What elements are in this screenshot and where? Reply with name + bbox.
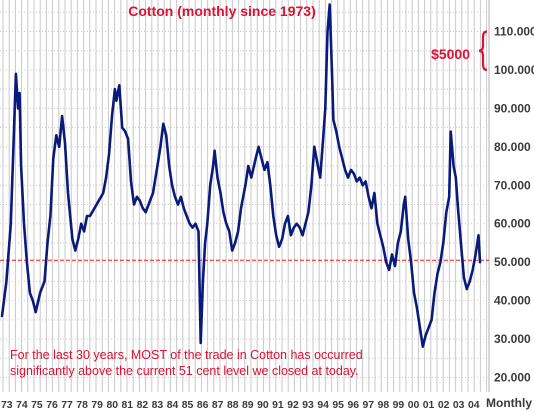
x-tick-label: 84 xyxy=(167,400,179,411)
y-tick-label: 40.000 xyxy=(494,294,531,308)
x-tick-label: 86 xyxy=(197,400,209,411)
x-tick-label: 78 xyxy=(76,400,88,411)
x-tick-label: 82 xyxy=(137,400,149,411)
y-tick-label: 60.000 xyxy=(494,217,531,231)
y-axis-ticks: 20.000 30.000 40.000 50.000 60.000 70.000 80.0… xyxy=(494,25,534,385)
y-tick-label: 20.000 xyxy=(494,371,531,385)
x-tick-label: 92 xyxy=(287,400,299,411)
x-tick-label: 73 xyxy=(1,400,13,411)
x-tick-label: 83 xyxy=(152,400,164,411)
y-tick-label: 50.000 xyxy=(494,255,531,269)
chart-title: Cotton (monthly since 1973) xyxy=(128,3,315,19)
x-tick-label: 01 xyxy=(423,400,435,411)
x-tick-label: 76 xyxy=(46,400,58,411)
y-tick-label: 110.000 xyxy=(494,25,534,39)
x-tick-label: 99 xyxy=(393,400,405,411)
annotation-line-2: significantly above the current 51 cent … xyxy=(10,364,359,378)
x-tick-label: 90 xyxy=(257,400,269,411)
x-tick-label: 93 xyxy=(302,400,314,411)
y-tick-label: 100.000 xyxy=(494,63,534,77)
x-tick-label: 98 xyxy=(378,400,390,411)
y-tick-label: 30.000 xyxy=(494,332,531,346)
chart-grid xyxy=(0,0,490,392)
x-tick-label: 00 xyxy=(408,400,420,411)
x-tick-label: 74 xyxy=(16,400,28,411)
x-tick-label: 95 xyxy=(332,400,344,411)
y-tick-label: 70.000 xyxy=(494,178,531,192)
y-tick-label: 80.000 xyxy=(494,140,531,154)
x-tick-label: 04 xyxy=(468,400,480,411)
bracket-brace xyxy=(478,30,488,72)
x-tick-label: 89 xyxy=(242,400,254,411)
y-tick-label: 90.000 xyxy=(494,101,531,115)
x-tick-label: 03 xyxy=(453,400,465,411)
x-tick-label: 94 xyxy=(317,400,329,411)
x-tick-label: 79 xyxy=(91,400,103,411)
x-tick-label: 87 xyxy=(212,400,224,411)
x-tick-label: 77 xyxy=(61,400,73,411)
x-tick-label: 75 xyxy=(31,400,43,411)
x-tick-label: 91 xyxy=(272,400,284,411)
annotation-line-1: For the last 30 years, MOST of the trade… xyxy=(10,348,363,362)
bracket-label: $5000 xyxy=(431,46,470,62)
frequency-label: Monthly xyxy=(486,396,532,410)
x-tick-label: 88 xyxy=(227,400,239,411)
cotton-price-line xyxy=(0,3,482,348)
x-tick-label: 85 xyxy=(182,400,194,411)
x-tick-label: 97 xyxy=(363,400,375,411)
x-axis-ticks: 73 74 75 76 77 78 79 80 81 82 83 84 85 86 87 88 89 90 91 92… xyxy=(1,400,480,411)
x-tick-label: 02 xyxy=(438,400,450,411)
x-tick-label: 81 xyxy=(122,400,134,411)
x-tick-label: 96 xyxy=(347,400,359,411)
x-tick-label: 80 xyxy=(106,400,118,411)
